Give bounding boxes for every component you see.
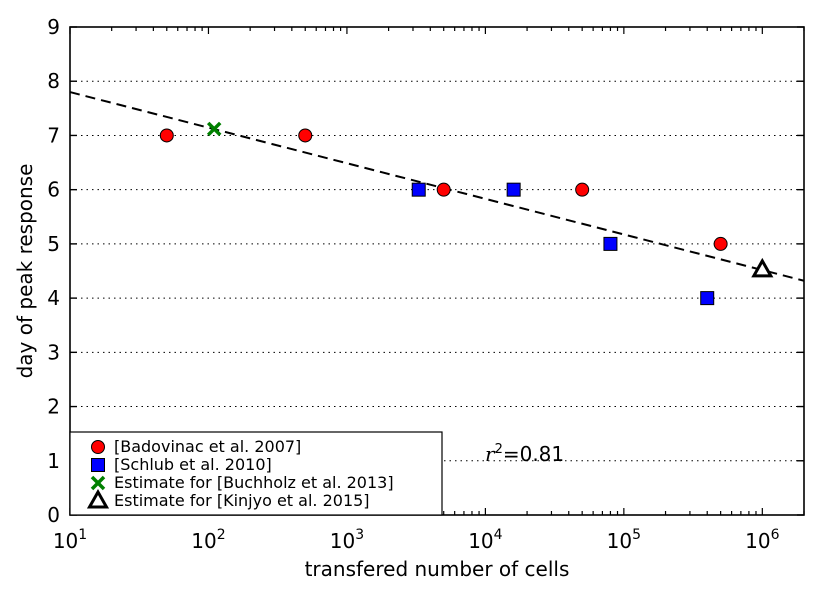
legend-box <box>69 431 443 516</box>
point-s1-0 <box>411 182 426 197</box>
x-tick-exp: 4 <box>494 527 503 543</box>
point-s3-0 <box>751 257 774 278</box>
x-tick-base: 10 <box>191 529 216 553</box>
x-tick-label-4: 105 <box>607 527 641 553</box>
point-s0-4 <box>713 236 728 251</box>
y-tick-label-8: 8 <box>47 69 60 93</box>
y-axis-title: day of peak response <box>13 164 37 379</box>
y-tick-label-5: 5 <box>47 232 60 256</box>
x-tick-exp: 6 <box>771 527 780 543</box>
y-tick-label-7: 7 <box>47 123 60 147</box>
x-tick-base: 10 <box>468 529 493 553</box>
legend-marker-2-stroke-b <box>90 475 106 491</box>
point-s1-3 <box>700 291 715 306</box>
legend-label-2: Estimate for [Buchholz et al. 2013] <box>114 473 394 492</box>
y-tick-label-0: 0 <box>47 503 60 527</box>
x-tick-base: 10 <box>53 529 78 553</box>
r-squared-value: =0.81 <box>503 442 564 466</box>
legend-marker-3 <box>86 488 110 509</box>
r-squared-power: 2 <box>495 442 503 457</box>
legend-label-1: [Schlub et al. 2010] <box>114 455 272 474</box>
y-tick-label-9: 9 <box>47 15 60 39</box>
x-tick-label-0: 101 <box>53 527 87 553</box>
y-tick-label-3: 3 <box>47 340 60 364</box>
legend-label-0: [Badovinac et al. 2007] <box>114 437 301 456</box>
x-tick-base: 10 <box>330 529 355 553</box>
x-axis-title: transfered number of cells <box>305 557 570 581</box>
x-tick-label-5: 106 <box>745 527 779 553</box>
x-tick-exp: 5 <box>632 527 641 543</box>
point-s0-0 <box>159 128 174 143</box>
point-s1-2 <box>603 236 618 251</box>
point-s2-0 <box>206 121 222 137</box>
legend: [Badovinac et al. 2007][Schlub et al. 20… <box>69 431 443 516</box>
x-tick-label-1: 102 <box>191 527 225 553</box>
fit-line <box>69 91 805 282</box>
point-s0-2 <box>436 182 451 197</box>
x-tick-exp: 3 <box>355 527 364 543</box>
point-s2-0-stroke-b <box>206 121 222 137</box>
point-s0-3 <box>575 182 590 197</box>
y-tick-label-2: 2 <box>47 395 60 419</box>
legend-marker-1 <box>91 458 105 472</box>
legend-marker-2 <box>90 475 106 491</box>
y-tick-label-4: 4 <box>47 286 60 310</box>
x-tick-base: 10 <box>745 529 770 553</box>
x-tick-exp: 1 <box>78 527 87 543</box>
y-tick-label-6: 6 <box>47 178 60 202</box>
r-squared-symbol: r <box>485 442 496 466</box>
data-points <box>159 121 774 306</box>
legend-label-3: Estimate for [Kinjyo et al. 2015] <box>114 491 370 510</box>
r-squared-annotation: r2=0.81 <box>485 442 564 466</box>
y-tick-label-1: 1 <box>47 449 60 473</box>
x-tick-base: 10 <box>607 529 632 553</box>
x-tick-label-2: 103 <box>330 527 364 553</box>
x-tick-exp: 2 <box>217 527 226 543</box>
x-tick-label-3: 104 <box>468 527 502 553</box>
fit-line-layer <box>69 91 805 282</box>
legend-marker-0 <box>91 440 105 454</box>
point-s0-1 <box>298 128 313 143</box>
point-s1-1 <box>506 182 521 197</box>
